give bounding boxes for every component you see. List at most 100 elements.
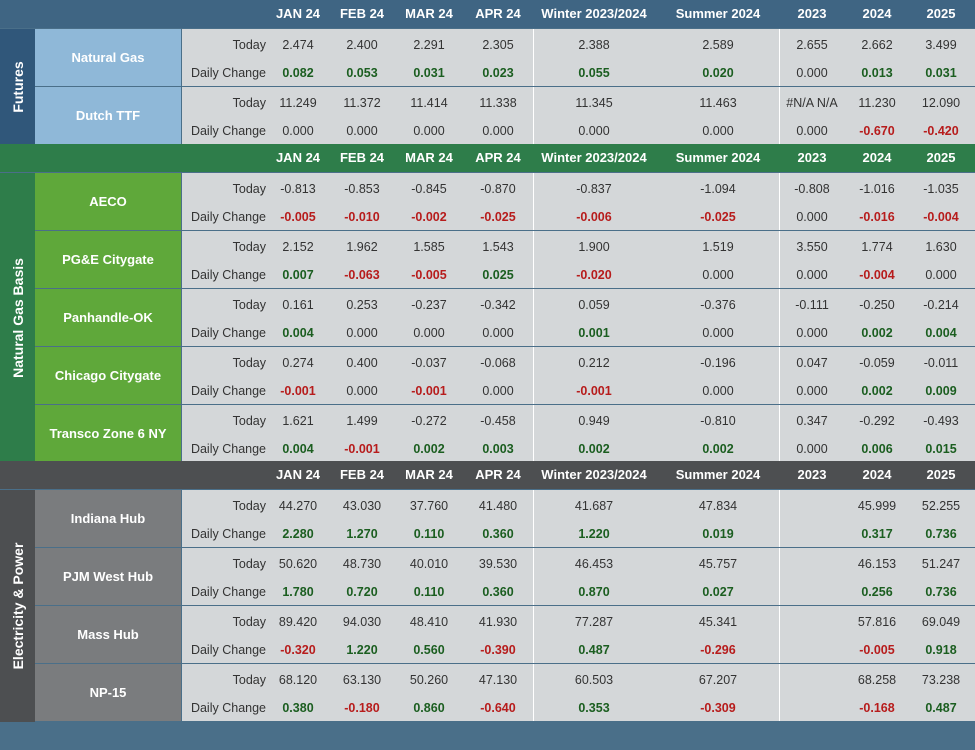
change-value: 0.870	[578, 585, 610, 599]
today-value: -1.094	[700, 182, 736, 196]
column-header: JAN 24	[275, 467, 321, 482]
section-title-text: Electricity & Power	[9, 542, 26, 670]
row-values: Today 2.474 2.400 2.291 2.305 2.388 2.589 2.655…	[182, 29, 975, 86]
change-value: 0.487	[925, 701, 957, 715]
column-header: Winter 2023/2024	[541, 6, 647, 21]
today-value: 0.161	[282, 298, 314, 312]
column-header: 2023	[797, 150, 827, 165]
today-label: Today	[232, 673, 266, 687]
change-value: 0.023	[482, 66, 514, 80]
today-value: 89.420	[278, 615, 318, 629]
column-divider	[779, 87, 780, 144]
change-value: -0.006	[576, 210, 612, 224]
today-value: 12.090	[921, 96, 961, 110]
change-value: 0.380	[282, 701, 314, 715]
change-value: 1.220	[578, 527, 610, 541]
today-value: 0.253	[346, 298, 378, 312]
today-value: 11.249	[279, 96, 317, 110]
column-divider	[779, 231, 780, 288]
instrument-name: PG&E Citygate	[35, 231, 181, 288]
change-value: 0.006	[861, 442, 893, 456]
today-value: 2.589	[702, 38, 734, 52]
change-value: -0.005	[411, 268, 447, 282]
column-header: JAN 24	[275, 150, 321, 165]
today-value	[782, 492, 842, 520]
change-value: 0.007	[282, 268, 314, 282]
row-values: Today 89.420 94.030 48.410 41.930 77.287 45.34…	[182, 606, 975, 663]
change-value	[782, 578, 842, 606]
column-divider	[779, 173, 780, 230]
today-value: -0.068	[480, 356, 516, 370]
change-value: 0.002	[413, 442, 445, 456]
section: Electricity & Power Indiana Hub Today 44.27…	[0, 490, 975, 722]
today-value: 63.130	[342, 673, 382, 687]
change-value: -0.063	[344, 268, 380, 282]
change-value: 0.000	[413, 326, 445, 340]
row-values: Today 0.161 0.253 -0.237 -0.342 0.059 -0.376 -0…	[182, 289, 975, 346]
column-header: FEB 24	[339, 150, 385, 165]
column-header: APR 24	[475, 6, 521, 21]
daily-change-label: Daily Change	[190, 527, 266, 541]
section: Futures Natural Gas Today 2.474 2.400 2.291 2.…	[0, 29, 975, 145]
section-title: Futures	[0, 29, 35, 145]
change-value: 0.000	[702, 268, 734, 282]
change-value: -0.001	[344, 442, 380, 456]
instrument-name: Mass Hub	[35, 606, 181, 663]
daily-change-label: Daily Change	[190, 210, 266, 224]
daily-change-label: Daily Change	[190, 585, 266, 599]
row-values: Today 68.120 63.130 50.260 47.130 60.503 67.20…	[182, 664, 975, 721]
column-header: APR 24	[475, 150, 521, 165]
change-value: 0.082	[282, 66, 314, 80]
change-value: 0.031	[925, 66, 957, 80]
column-divider	[779, 405, 780, 462]
column-header: MAR 24	[405, 6, 453, 21]
column-header: Winter 2023/2024	[541, 467, 647, 482]
today-value: 2.152	[282, 240, 314, 254]
today-value: 1.585	[413, 240, 445, 254]
today-value: 46.153	[857, 557, 897, 571]
instrument-name: AECO	[35, 173, 181, 230]
change-value: 0.000	[346, 124, 378, 138]
column-header: 2025	[926, 6, 956, 21]
column-header: Summer 2024	[675, 6, 761, 21]
today-value: 3.499	[925, 38, 957, 52]
change-value: 0.353	[578, 701, 610, 715]
section-title: Electricity & Power	[0, 490, 35, 722]
change-value: 0.002	[861, 384, 893, 398]
today-value: -0.870	[480, 182, 516, 196]
today-label: Today	[232, 557, 266, 571]
today-value: 1.543	[482, 240, 514, 254]
change-value: 0.013	[861, 66, 893, 80]
row-values: Today 1.621 1.499 -0.272 -0.458 0.949 -0.810 0.…	[182, 405, 975, 462]
today-value: 40.010	[409, 557, 449, 571]
row-values: Today 2.152 1.962 1.585 1.543 1.900 1.519 3.550…	[182, 231, 975, 288]
today-value: 50.260	[409, 673, 449, 687]
today-value: 68.258	[857, 673, 897, 687]
today-value: 73.238	[921, 673, 961, 687]
today-value: 46.453	[574, 557, 614, 571]
today-value: 2.305	[482, 38, 514, 52]
column-divider	[533, 606, 534, 663]
change-value: -0.004	[923, 210, 959, 224]
today-value: 48.410	[409, 615, 449, 629]
change-value	[782, 520, 842, 548]
change-value: 1.220	[346, 643, 378, 657]
column-divider	[533, 347, 534, 404]
table-row: NP-15 Today 68.120 63.130 50.260 47.130 60.503…	[35, 664, 975, 722]
change-value: 0.000	[702, 326, 734, 340]
change-value: 0.000	[796, 66, 828, 80]
today-value: 11.338	[479, 96, 517, 110]
daily-change-label: Daily Change	[190, 643, 266, 657]
change-value: 0.360	[482, 585, 514, 599]
change-value: 1.780	[282, 585, 314, 599]
today-value: -0.111	[795, 298, 829, 312]
column-header: 2024	[862, 6, 892, 21]
change-value: -0.309	[700, 701, 736, 715]
row-values: Today 11.249 11.372 11.414 11.338 11.345 11.46…	[182, 87, 975, 144]
daily-change-label: Daily Change	[190, 268, 266, 282]
change-value: 0.317	[861, 527, 893, 541]
change-value: 0.000	[702, 124, 734, 138]
today-value: 11.372	[343, 96, 381, 110]
today-value: -0.853	[344, 182, 380, 196]
column-header: Winter 2023/2024	[541, 150, 647, 165]
